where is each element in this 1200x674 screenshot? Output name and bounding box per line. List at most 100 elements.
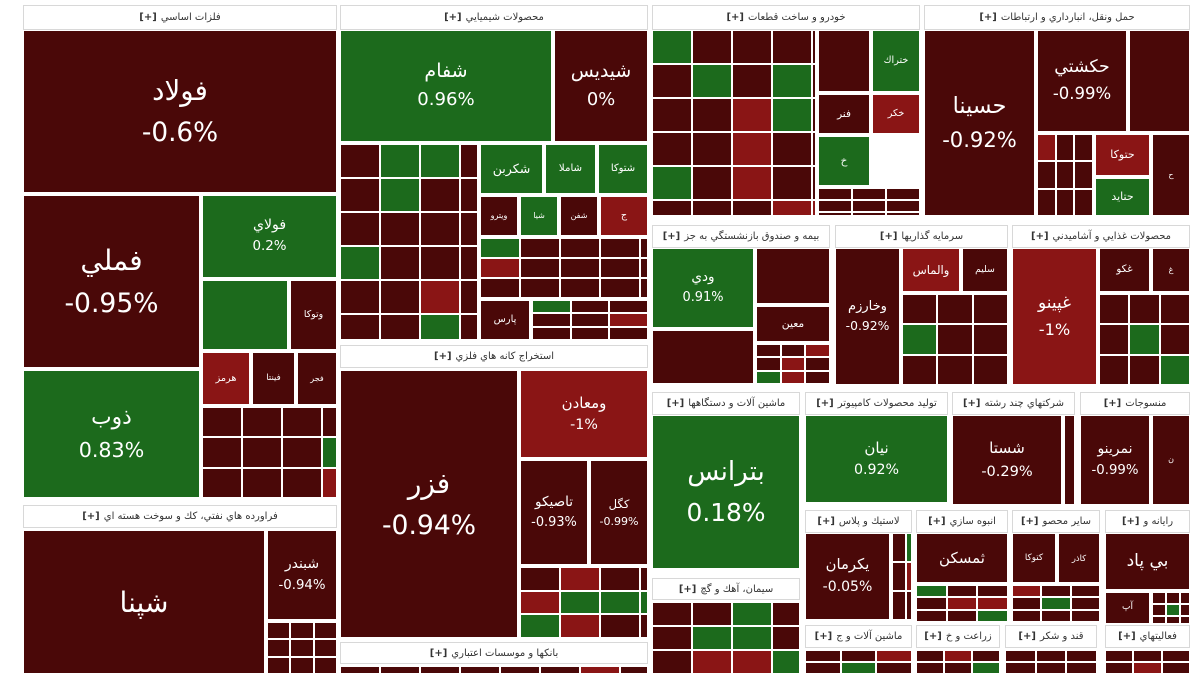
stock-tile[interactable]: ختراك (872, 30, 920, 92)
stock-tile[interactable]: شفن (560, 196, 598, 236)
expand-button[interactable]: [+] (1103, 398, 1122, 409)
expand-button[interactable]: [+] (928, 516, 946, 527)
stock-tile (805, 344, 830, 358)
stock-tile[interactable]: شكربن (480, 144, 543, 194)
stock-tile[interactable]: سليم (962, 248, 1008, 292)
sector-title: انبوه سازي (949, 516, 996, 527)
stock-tile[interactable]: شپنا (23, 530, 265, 674)
stock-tile[interactable]: ج (600, 196, 648, 236)
stock-tile[interactable]: شيديس 0% (554, 30, 648, 142)
stock-tile[interactable]: حتوكا (1095, 134, 1150, 176)
stock-tile[interactable]: فزر -0.94% (340, 370, 518, 638)
sector-header: ماشين آلات و دستگاهها [+] (652, 392, 800, 415)
stock-tile[interactable]: فجر (297, 352, 337, 405)
sector-header: ساير محصو [+] (1012, 510, 1100, 533)
expand-button[interactable]: [+] (1121, 516, 1140, 527)
stock-name: كاذر (1071, 552, 1087, 563)
stock-tile[interactable]: حكشتي -0.99% (1037, 30, 1127, 132)
stock-tile (420, 280, 460, 314)
stock-tile[interactable]: هرمز (202, 352, 250, 405)
stock-tile[interactable]: فنر (818, 94, 870, 134)
stock-tile[interactable]: خكر (872, 94, 920, 134)
stock-tile[interactable]: ثمسكن (916, 533, 1008, 583)
stock-tile (756, 370, 781, 384)
stock-tile (202, 437, 242, 468)
expand-button[interactable]: [+] (139, 12, 157, 23)
stock-tile (840, 650, 877, 662)
expand-button[interactable]: [+] (979, 12, 997, 23)
stock-tile[interactable]: غ (1152, 248, 1190, 292)
stock-tile[interactable]: والماس (902, 248, 960, 292)
stock-name: شپنا (119, 585, 169, 619)
stock-tile[interactable]: شفام 0.96% (340, 30, 552, 142)
expand-button[interactable]: [+] (666, 398, 685, 409)
expand-button[interactable]: [+] (1118, 631, 1136, 642)
stock-tile[interactable]: ح (1152, 134, 1190, 216)
expand-button[interactable]: [+] (1031, 231, 1049, 242)
expand-button[interactable]: [+] (726, 12, 744, 23)
stock-tile[interactable]: فولاد -0.6% (23, 30, 337, 193)
stock-tile[interactable]: بي پاد (1105, 533, 1190, 590)
stock-tile (420, 178, 460, 212)
stock-tile[interactable]: شبندر -0.94% (267, 530, 337, 620)
stock-tile[interactable]: تاصيكو -0.93% (520, 460, 588, 565)
expand-button[interactable]: [+] (1020, 516, 1039, 527)
stock-tile (692, 602, 732, 626)
expand-button[interactable]: [+] (444, 12, 462, 23)
expand-button[interactable]: [+] (678, 583, 697, 595)
stock-tile (340, 178, 380, 212)
stock-tile[interactable]: معين (756, 306, 830, 342)
expand-button[interactable]: [+] (814, 631, 833, 642)
expand-button[interactable]: [+] (82, 511, 100, 522)
stock-tile[interactable]: ن (1152, 415, 1190, 505)
stock-tile[interactable]: شتوكا (598, 144, 648, 194)
expand-button[interactable]: [+] (879, 231, 898, 242)
stock-tile[interactable]: ودي 0.91% (652, 248, 754, 328)
expand-button[interactable]: [+] (429, 647, 448, 659)
stock-tile[interactable]: ذوب 0.83% (23, 370, 200, 498)
stock-change: -0.05% (822, 579, 873, 596)
stock-change: 0.2% (252, 239, 287, 255)
stock-tile[interactable]: ومعادن -1% (520, 370, 648, 458)
stock-tile[interactable]: كاذر (1058, 533, 1100, 583)
expand-button[interactable]: [+] (816, 398, 834, 409)
stock-tile[interactable]: حتايد (1095, 178, 1150, 216)
stock-tile[interactable]: بترانس 0.18% (652, 415, 800, 569)
stock-tile[interactable]: خ (818, 136, 870, 186)
stock-tile[interactable]: شيا (520, 196, 558, 236)
stock-tile (340, 314, 380, 340)
stock-tile[interactable]: فولاي 0.2% (202, 195, 337, 278)
expand-button[interactable]: [+] (662, 231, 681, 242)
expand-button[interactable]: [+] (434, 351, 452, 362)
stock-tile[interactable]: كگل -0.99% (590, 460, 648, 565)
stock-tile[interactable]: حسينا -0.92% (924, 30, 1035, 216)
stock-tile[interactable]: شاملا (545, 144, 596, 194)
stock-tile (902, 294, 938, 325)
sector-title: محصولات غذايي و آشاميدني (1052, 231, 1171, 242)
stock-tile[interactable]: يكرمان -0.05% (805, 533, 890, 620)
expand-button[interactable]: [+] (962, 398, 981, 409)
stock-tile (340, 212, 380, 246)
stock-tile[interactable]: غكو (1099, 248, 1150, 292)
stock-tile[interactable]: پارس (480, 300, 530, 340)
stock-tile (1037, 161, 1056, 189)
stock-tile[interactable]: آپ (1105, 592, 1150, 624)
stock-tile[interactable]: وتوكا (290, 280, 337, 350)
stock-tile[interactable]: فينتا (252, 352, 295, 405)
stock-tile (692, 626, 732, 650)
stock-tile (805, 650, 841, 662)
stock-tile[interactable]: كتوكا (1012, 533, 1056, 583)
expand-button[interactable]: [+] (1018, 631, 1036, 642)
stock-tile[interactable]: وخارزم -0.92% (835, 248, 900, 385)
expand-button[interactable]: [+] (817, 516, 835, 527)
stock-tile[interactable]: نمرينو -0.99% (1080, 415, 1150, 505)
stock-tile[interactable]: شستا -0.29% (952, 415, 1062, 505)
stock-tile[interactable]: غپينو -1% (1012, 248, 1097, 385)
stock-tile[interactable]: ويترو (480, 196, 518, 236)
stock-tile (692, 166, 732, 200)
stock-tile (313, 656, 337, 674)
expand-button[interactable]: [+] (924, 631, 942, 642)
stock-tile (1066, 662, 1097, 674)
stock-tile[interactable]: نيان 0.92% (805, 415, 948, 503)
stock-tile[interactable]: فملي -0.95% (23, 195, 200, 368)
